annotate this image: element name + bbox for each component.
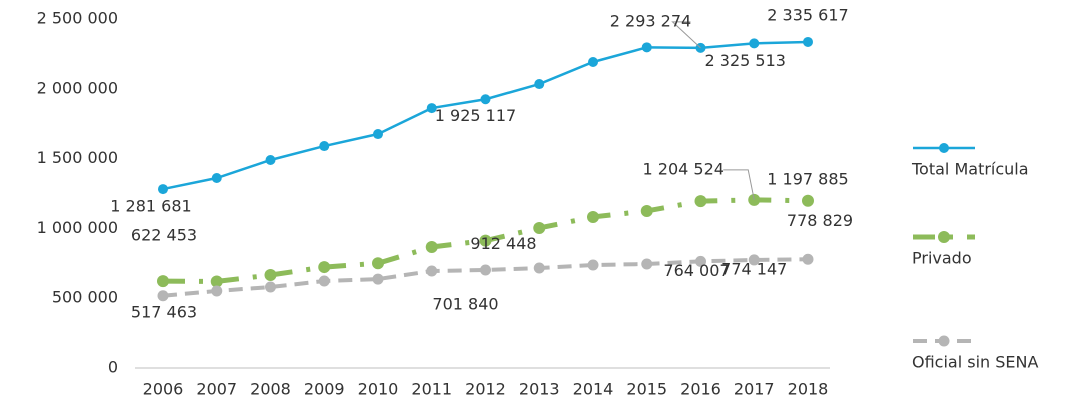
data-label: 622 453	[131, 226, 197, 245]
data-point	[211, 285, 223, 297]
data-point	[480, 94, 491, 105]
x-tick-label: 2008	[250, 380, 291, 399]
y-tick-label: 1 500 000	[37, 148, 118, 167]
x-tick-label: 2012	[465, 380, 506, 399]
leader-line	[723, 169, 755, 200]
data-point	[749, 38, 760, 49]
y-tick-label: 500 000	[52, 288, 118, 307]
data-label: 2 325 513	[705, 51, 786, 70]
data-point	[318, 261, 331, 274]
data-point	[210, 275, 223, 288]
x-tick-label: 2006	[143, 380, 184, 399]
data-point	[319, 141, 330, 152]
data-point	[533, 262, 545, 274]
data-point	[748, 254, 760, 266]
legend-label: Total Matrícula	[911, 160, 1029, 179]
legend-marker	[938, 335, 950, 347]
data-point	[588, 56, 598, 67]
data-point	[587, 259, 599, 271]
data-label: 1 925 117	[435, 106, 516, 125]
x-tick-label: 2011	[411, 380, 452, 399]
legend-label: Privado	[912, 249, 972, 268]
legend-marker	[939, 143, 949, 153]
leader-line	[671, 21, 701, 49]
data-point	[372, 257, 384, 270]
data-point	[265, 154, 276, 165]
data-point	[641, 258, 653, 270]
data-label: 1 204 524	[643, 159, 724, 178]
data-label: 1 281 681	[110, 197, 191, 216]
data-point	[426, 103, 437, 114]
legend-label: Oficial sin SENA	[912, 353, 1038, 372]
data-label: 774 147	[721, 259, 787, 278]
y-tick-label: 2 500 000	[37, 9, 118, 28]
data-point	[426, 265, 438, 277]
x-tick-label: 2013	[519, 380, 560, 399]
data-point	[803, 36, 813, 47]
data-label: 2 335 617	[767, 5, 848, 24]
data-label: 517 463	[131, 302, 197, 321]
data-label: 912 448	[470, 234, 536, 253]
data-point	[372, 273, 384, 285]
data-point	[640, 204, 653, 217]
data-label: 778 829	[787, 211, 853, 230]
data-label: 1 197 885	[767, 169, 848, 188]
data-point	[802, 194, 814, 207]
data-point	[534, 79, 545, 90]
x-tick-label: 2018	[788, 380, 829, 399]
data-point	[158, 184, 168, 195]
data-point	[479, 234, 492, 247]
data-point	[694, 195, 707, 208]
data-label: 764 007	[663, 261, 729, 280]
data-point	[587, 210, 599, 223]
data-point	[695, 255, 706, 267]
data-point	[318, 275, 330, 287]
y-tick-label: 0	[108, 358, 118, 377]
data-point	[425, 240, 438, 253]
data-point	[641, 42, 652, 53]
data-point	[265, 281, 276, 293]
data-point	[211, 173, 222, 184]
x-tick-label: 2009	[304, 380, 345, 399]
y-tick-label: 2 000 000	[37, 78, 118, 97]
data-label: 2 293 274	[610, 11, 691, 30]
legend-marker	[938, 231, 950, 243]
data-point	[264, 269, 277, 282]
data-point	[157, 290, 169, 302]
x-tick-label: 2007	[196, 380, 237, 399]
data-point	[533, 221, 546, 234]
x-tick-label: 2017	[734, 380, 775, 399]
data-point	[480, 264, 491, 276]
x-tick-label: 2014	[573, 380, 614, 399]
data-label: 701 840	[432, 295, 498, 314]
x-tick-label: 2015	[626, 380, 667, 399]
data-point	[157, 275, 169, 288]
data-point	[802, 253, 814, 265]
data-point	[373, 129, 383, 140]
y-tick-label: 1 000 000	[37, 218, 118, 237]
x-tick-label: 2010	[358, 380, 399, 399]
x-tick-label: 2016	[680, 380, 721, 399]
